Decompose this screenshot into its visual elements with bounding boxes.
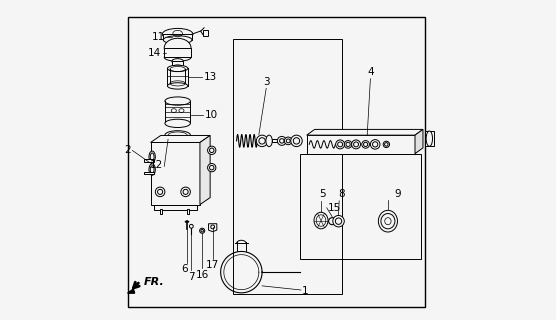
Circle shape: [155, 187, 165, 197]
Text: 12: 12: [150, 160, 163, 170]
Text: 1: 1: [302, 286, 309, 296]
Polygon shape: [128, 289, 135, 293]
Circle shape: [362, 140, 369, 148]
Text: 5: 5: [319, 189, 326, 199]
Ellipse shape: [165, 119, 190, 127]
Circle shape: [351, 140, 360, 149]
Bar: [234, 39, 342, 294]
Circle shape: [370, 140, 380, 149]
Bar: [203, 30, 208, 36]
Circle shape: [277, 136, 286, 145]
Bar: [160, 209, 162, 214]
Ellipse shape: [149, 164, 155, 175]
Bar: [151, 142, 200, 204]
Text: 8: 8: [339, 189, 345, 199]
Text: 11: 11: [152, 32, 166, 42]
Ellipse shape: [164, 38, 191, 57]
Ellipse shape: [207, 164, 216, 172]
Circle shape: [284, 137, 292, 145]
Bar: [425, 131, 434, 146]
Bar: [272, 139, 280, 142]
Circle shape: [291, 135, 302, 147]
Bar: [172, 60, 183, 68]
Text: 9: 9: [394, 189, 401, 199]
Ellipse shape: [164, 53, 191, 61]
Circle shape: [181, 187, 190, 197]
Text: 2: 2: [124, 146, 131, 156]
Ellipse shape: [165, 97, 190, 105]
Ellipse shape: [172, 59, 183, 64]
Text: FR.: FR.: [143, 277, 164, 287]
Polygon shape: [415, 129, 423, 154]
Text: 14: 14: [148, 48, 161, 58]
Bar: [164, 48, 191, 57]
Text: 3: 3: [263, 77, 270, 87]
Circle shape: [333, 215, 344, 227]
Ellipse shape: [266, 135, 272, 147]
Bar: [163, 34, 192, 40]
Bar: [144, 159, 154, 162]
Circle shape: [383, 141, 390, 148]
Text: 6: 6: [182, 264, 188, 274]
Bar: [300, 154, 421, 259]
Ellipse shape: [163, 36, 192, 44]
Ellipse shape: [172, 65, 183, 70]
Text: 13: 13: [204, 72, 217, 82]
Ellipse shape: [207, 146, 216, 155]
Ellipse shape: [165, 131, 190, 140]
Circle shape: [256, 135, 268, 147]
Polygon shape: [307, 129, 423, 135]
Ellipse shape: [426, 131, 433, 146]
Text: 7: 7: [188, 271, 195, 282]
Polygon shape: [154, 204, 197, 210]
Polygon shape: [208, 224, 217, 232]
Circle shape: [190, 224, 193, 228]
Bar: [144, 172, 154, 174]
Polygon shape: [200, 135, 210, 204]
Ellipse shape: [167, 65, 188, 72]
Ellipse shape: [149, 151, 155, 163]
Circle shape: [200, 228, 205, 233]
Ellipse shape: [167, 83, 188, 89]
Circle shape: [336, 140, 345, 149]
Text: 16: 16: [196, 270, 209, 280]
Text: 10: 10: [205, 110, 218, 120]
Text: 4: 4: [367, 67, 374, 77]
Circle shape: [344, 140, 352, 148]
Ellipse shape: [379, 210, 398, 232]
Ellipse shape: [314, 212, 328, 229]
Text: 15: 15: [327, 203, 341, 213]
Text: 17: 17: [206, 260, 219, 270]
Ellipse shape: [162, 28, 193, 40]
Polygon shape: [151, 135, 210, 142]
Bar: [307, 135, 415, 154]
Bar: [187, 209, 189, 214]
